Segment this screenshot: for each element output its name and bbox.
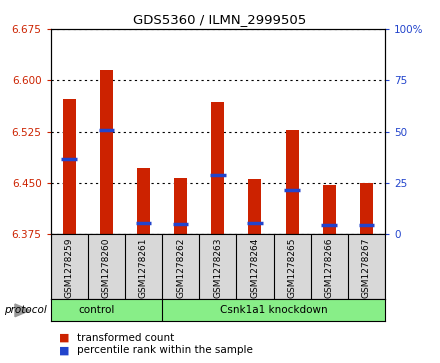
Text: GDS5360 / ILMN_2999505: GDS5360 / ILMN_2999505 — [133, 13, 307, 26]
Bar — [62, 99, 76, 234]
Text: GSM1278259: GSM1278259 — [65, 237, 73, 298]
Bar — [249, 179, 261, 234]
Text: control: control — [79, 305, 115, 315]
Bar — [360, 183, 373, 234]
Bar — [100, 70, 113, 234]
Text: percentile rank within the sample: percentile rank within the sample — [77, 345, 253, 355]
Text: GSM1278266: GSM1278266 — [325, 237, 334, 298]
Text: GSM1278264: GSM1278264 — [250, 237, 260, 298]
Polygon shape — [15, 304, 30, 317]
Bar — [174, 178, 187, 234]
Text: GSM1278265: GSM1278265 — [288, 237, 297, 298]
Bar — [323, 185, 336, 234]
Text: transformed count: transformed count — [77, 333, 174, 343]
Text: ■: ■ — [59, 345, 70, 355]
Text: GSM1278267: GSM1278267 — [362, 237, 371, 298]
Text: GSM1278263: GSM1278263 — [213, 237, 222, 298]
Text: GSM1278262: GSM1278262 — [176, 237, 185, 298]
Bar — [137, 168, 150, 234]
Text: Csnk1a1 knockdown: Csnk1a1 knockdown — [220, 305, 327, 315]
Text: GSM1278261: GSM1278261 — [139, 237, 148, 298]
Text: GSM1278260: GSM1278260 — [102, 237, 111, 298]
Text: ■: ■ — [59, 333, 70, 343]
Bar — [286, 130, 299, 234]
Bar — [211, 102, 224, 234]
Text: protocol: protocol — [4, 305, 47, 315]
